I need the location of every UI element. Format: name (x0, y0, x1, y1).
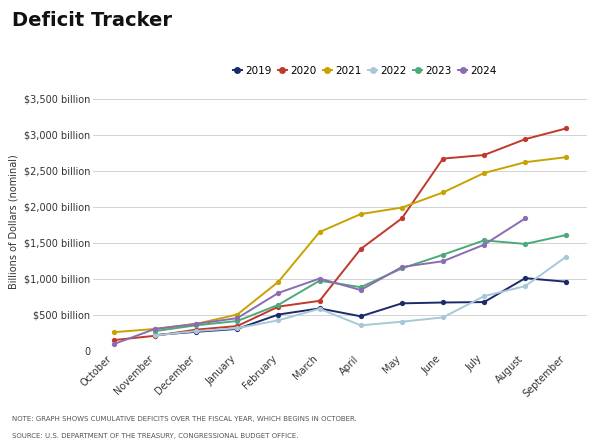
2021 (563, 155, 570, 160)
2023 (563, 232, 570, 238)
2019 (316, 306, 323, 311)
2021 (480, 170, 488, 176)
2021 (110, 329, 117, 335)
Text: NOTE: GRAPH SHOWS CUMULATIVE DEFICITS OVER THE FISCAL YEAR, WHICH BEGINS IN OCTO: NOTE: GRAPH SHOWS CUMULATIVE DEFICITS OV… (12, 417, 357, 422)
2023 (275, 302, 282, 308)
2020 (439, 156, 447, 161)
2022 (480, 294, 488, 299)
2019 (193, 329, 200, 334)
2022 (234, 325, 241, 331)
2024 (521, 216, 529, 221)
2024 (480, 242, 488, 247)
2020 (275, 304, 282, 309)
2022 (521, 283, 529, 289)
2020 (193, 327, 200, 332)
2024 (439, 258, 447, 264)
2019 (398, 301, 405, 306)
2021 (152, 326, 159, 332)
2021 (398, 205, 405, 210)
2023 (439, 252, 447, 257)
Y-axis label: Billions of Dollars (nominal): Billions of Dollars (nominal) (8, 154, 19, 289)
2024 (316, 276, 323, 281)
2023 (521, 241, 529, 247)
2022 (398, 319, 405, 325)
2021 (316, 229, 323, 235)
2022 (357, 323, 364, 328)
2019 (152, 333, 159, 338)
2019 (521, 275, 529, 281)
2024 (152, 326, 159, 332)
Line: 2019: 2019 (152, 275, 569, 337)
Legend: 2019, 2020, 2021, 2022, 2023, 2024: 2019, 2020, 2021, 2022, 2023, 2024 (228, 62, 501, 80)
2020 (110, 337, 117, 343)
2020 (563, 126, 570, 131)
2020 (234, 323, 241, 329)
2023 (480, 238, 488, 243)
2021 (357, 211, 364, 217)
2022 (275, 318, 282, 323)
2019 (563, 279, 570, 284)
Text: Deficit Tracker: Deficit Tracker (12, 11, 172, 30)
2024 (193, 321, 200, 327)
2019 (439, 300, 447, 305)
2021 (521, 160, 529, 165)
2024 (398, 264, 405, 270)
2023 (316, 278, 323, 283)
2021 (234, 312, 241, 317)
2022 (563, 254, 570, 259)
2021 (193, 321, 200, 327)
2024 (275, 290, 282, 295)
2020 (521, 136, 529, 142)
2020 (398, 216, 405, 221)
Line: 2023: 2023 (152, 232, 569, 334)
2020 (480, 152, 488, 158)
2022 (439, 315, 447, 320)
Line: 2022: 2022 (152, 254, 569, 338)
2021 (275, 279, 282, 284)
2019 (275, 312, 282, 317)
2023 (398, 266, 405, 271)
2020 (152, 333, 159, 338)
2019 (357, 314, 364, 319)
2020 (316, 298, 323, 304)
2023 (234, 318, 241, 324)
2022 (193, 329, 200, 334)
Line: 2020: 2020 (111, 126, 569, 343)
Line: 2021: 2021 (111, 155, 569, 335)
2022 (316, 306, 323, 312)
2019 (234, 326, 241, 332)
Text: SOURCE: U.S. DEPARTMENT OF THE TREASURY, CONGRESSIONAL BUDGET OFFICE.: SOURCE: U.S. DEPARTMENT OF THE TREASURY,… (12, 433, 299, 439)
Line: 2024: 2024 (111, 216, 528, 347)
2024 (234, 316, 241, 321)
2021 (439, 190, 447, 195)
2024 (357, 287, 364, 293)
2022 (152, 333, 159, 338)
2023 (152, 329, 159, 334)
2019 (480, 299, 488, 305)
2023 (357, 284, 364, 290)
2020 (357, 246, 364, 252)
2024 (110, 342, 117, 347)
2023 (193, 323, 200, 328)
